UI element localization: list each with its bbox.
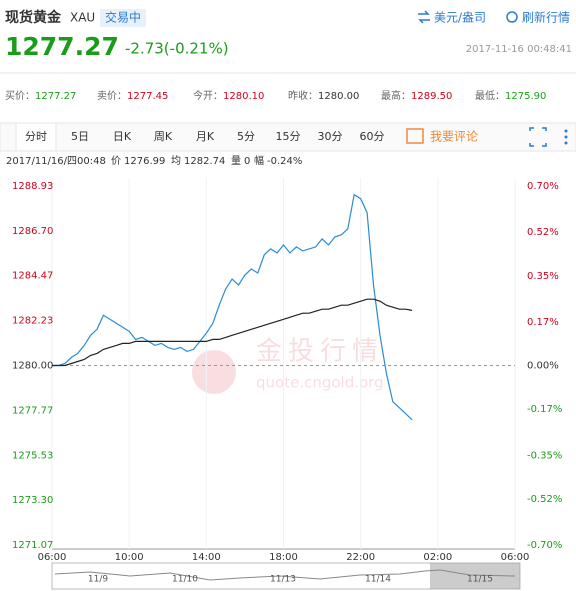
stat-value: 1280.10	[223, 91, 264, 102]
info-item: 2017/11/16/四00:48	[6, 156, 106, 167]
tabs: 分时 5日 日K 周K 月K 5分 15分 30分 60分	[15, 122, 385, 152]
x-tick-label: 14:00	[192, 552, 221, 563]
y2-tick-label: -0.70%	[527, 540, 562, 551]
info-item: 价	[111, 155, 121, 167]
y-tick-label: 1286.70	[12, 226, 53, 237]
y2-tick-label: -0.35%	[527, 450, 562, 461]
title: 现货黄金	[5, 9, 62, 26]
code: XAU	[70, 11, 95, 25]
y-tick-label: 1271.07	[12, 540, 53, 551]
x-tick-label: 02:00	[423, 552, 452, 563]
y2-tick-label: 0.52%	[527, 227, 559, 238]
y-tick-label: 1284.47	[12, 271, 53, 282]
refresh-icon[interactable]	[506, 11, 518, 23]
navigator-label: 11/10	[172, 575, 198, 585]
tab[interactable]: 分时	[25, 130, 47, 143]
comment-icon[interactable]	[406, 128, 424, 144]
info-item: 量	[231, 155, 241, 167]
y2-tick-label: 0.17%	[527, 317, 559, 328]
time: 2017-11-16 00:48:41	[466, 44, 572, 55]
y-tick-label: 1273.30	[12, 495, 53, 506]
tab-bar	[0, 122, 576, 152]
navigator-label: 11/13	[270, 575, 296, 585]
stat-label: 卖价：	[97, 90, 127, 102]
x-tick-label: 06:00	[501, 552, 530, 563]
tab[interactable]: 日K	[113, 130, 132, 143]
stat-label: 最高：	[381, 89, 411, 102]
stat-label: 买价：	[5, 90, 35, 102]
y2-tick-label: 0.00%	[527, 361, 559, 372]
y2-tick-label: -0.17%	[527, 404, 562, 415]
info-item: 1276.99	[124, 156, 165, 167]
stat-value: 1277.45	[127, 91, 168, 102]
watermark-brand: 金投行情	[256, 337, 384, 367]
navigator-label: 11/15	[467, 575, 493, 585]
x-tick-label: 18:00	[269, 552, 298, 563]
info-item: 1282.74	[184, 156, 225, 167]
navigator-label: 11/14	[365, 575, 391, 585]
tab[interactable]: 5日	[71, 130, 89, 143]
stat-value: 1289.50	[411, 91, 452, 102]
stats-row: 买价： 1277.27 卖价： 1277.45 今开： 1280.10 昨收： 1280.00…	[5, 89, 546, 102]
series-line	[52, 193, 413, 421]
tab[interactable]: 60分	[360, 130, 385, 143]
navigator-labels: 11/9 11/10 11/13 11/14 11/15	[88, 575, 493, 585]
menu-icon[interactable]	[564, 129, 568, 145]
unit-link[interactable]: 美元/盎司	[434, 11, 486, 25]
navigator-label: 11/9	[88, 575, 108, 585]
navigator-line	[54, 569, 516, 581]
y2-tick-label: -0.52%	[527, 494, 562, 505]
watermark-url: quote.cngold.org	[256, 374, 384, 392]
y-tick-label: 1275.53	[12, 450, 53, 461]
change: -2.73(-0.21%)	[125, 40, 229, 58]
stat-label: 最低：	[475, 89, 505, 102]
comment[interactable]: 我要评论	[430, 130, 478, 144]
tab[interactable]: 周K	[154, 130, 173, 143]
x-tick-label: 10:00	[115, 552, 144, 563]
tab[interactable]: 5分	[237, 130, 255, 143]
info-line: 2017/11/16/四00:48 价 1276.99 均 1282.74 量 0 幅 -0.2…	[6, 154, 302, 167]
info-item: 0	[244, 156, 250, 167]
info-item: 幅	[254, 154, 264, 167]
swap-icon[interactable]	[418, 10, 430, 24]
stat-label: 昨收：	[288, 89, 318, 102]
y-tick-label: 1280.00	[12, 361, 53, 372]
y2-tick-label: 0.70%	[527, 181, 559, 192]
y-tick-label: 1288.93	[12, 181, 53, 192]
refresh-link[interactable]: 刷新行情	[522, 10, 570, 25]
info-item: 均	[171, 155, 181, 167]
y2-tick-label: 0.35%	[527, 271, 559, 282]
x-tick-label: 06:00	[38, 552, 67, 563]
tab-active	[15, 122, 57, 152]
tab[interactable]: 15分	[276, 130, 301, 143]
stat-value: 1275.90	[505, 91, 546, 102]
y-tick-label: 1282.23	[12, 316, 53, 327]
tab[interactable]: 30分	[318, 130, 343, 143]
series-line	[52, 298, 413, 367]
status-badge	[100, 9, 146, 27]
stat-value: 1280.00	[318, 91, 359, 102]
info-item: -0.24%	[267, 156, 302, 167]
x-tick-label: 22:00	[346, 552, 375, 563]
stat-value: 1277.27	[35, 91, 76, 102]
y-tick-label: 1277.77	[12, 405, 53, 416]
status: 交易中	[105, 10, 141, 25]
tab[interactable]: 月K	[196, 130, 215, 143]
fullscreen-icon[interactable]	[529, 127, 547, 147]
stat-label: 今开：	[193, 89, 223, 102]
watermark: 金投行情 quote.cngold.org	[192, 337, 384, 394]
price: 1277.27	[5, 32, 119, 61]
